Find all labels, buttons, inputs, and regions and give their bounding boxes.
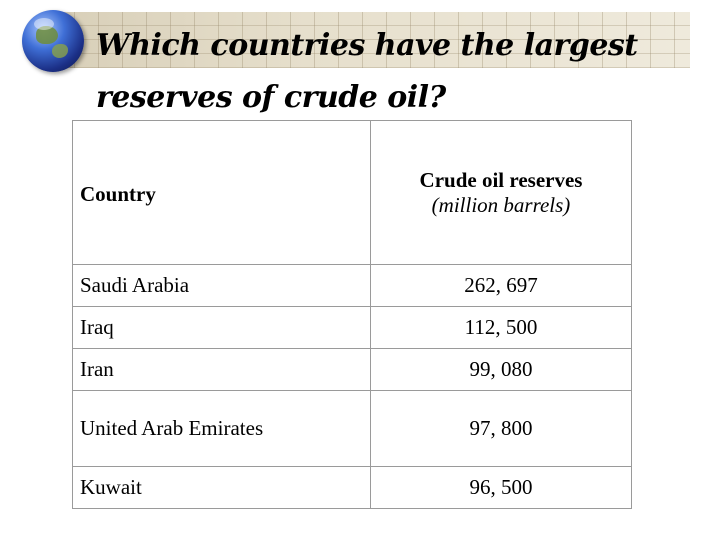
reserves-cell: 112, 500 bbox=[370, 306, 632, 349]
globe-land-shape bbox=[52, 44, 68, 58]
globe-land-shape bbox=[36, 26, 58, 44]
country-cell: Saudi Arabia bbox=[72, 264, 371, 307]
country-cell: Iraq bbox=[72, 306, 371, 349]
globe-highlight bbox=[34, 18, 54, 30]
table-row: Iraq 112, 500 bbox=[72, 306, 632, 349]
reserves-header-label: Crude oil reserves bbox=[419, 167, 583, 192]
country-cell: Kuwait bbox=[72, 466, 371, 509]
globe-icon bbox=[22, 10, 84, 72]
slide-title: Which countries have the largest reserve… bbox=[96, 28, 638, 115]
table-row: Iran 99, 080 bbox=[72, 348, 632, 391]
reserves-cell: 96, 500 bbox=[370, 466, 632, 509]
country-column-header: Country bbox=[72, 120, 371, 265]
map-header-band bbox=[50, 12, 690, 68]
country-cell: United Arab Emirates bbox=[72, 390, 371, 467]
reserves-cell: 97, 800 bbox=[370, 390, 632, 467]
oil-reserves-table: Country Crude oil reserves (million barr… bbox=[72, 120, 632, 509]
reserves-column-header: Crude oil reserves (million barrels) bbox=[370, 120, 632, 265]
map-grid-decoration bbox=[50, 12, 690, 68]
table-row: United Arab Emirates 97, 800 bbox=[72, 390, 632, 467]
table-row: Saudi Arabia 262, 697 bbox=[72, 264, 632, 307]
table-header-row: Country Crude oil reserves (million barr… bbox=[72, 120, 632, 265]
table-row: Kuwait 96, 500 bbox=[72, 466, 632, 509]
reserves-cell: 262, 697 bbox=[370, 264, 632, 307]
reserves-header-unit: (million barrels) bbox=[431, 192, 571, 217]
country-cell: Iran bbox=[72, 348, 371, 391]
reserves-cell: 99, 080 bbox=[370, 348, 632, 391]
